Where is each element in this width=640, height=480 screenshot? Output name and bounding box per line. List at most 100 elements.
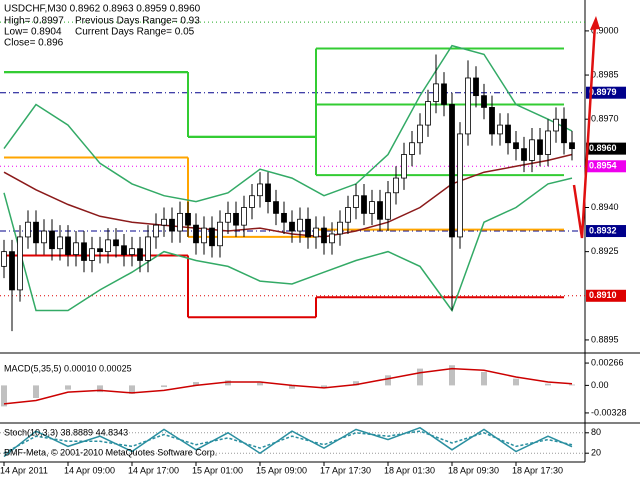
candle-body xyxy=(89,248,95,261)
macd-bar xyxy=(385,375,391,386)
candle-body xyxy=(257,183,263,197)
panel-label: Stoch(10,3,3) 38.8889 44.8343 xyxy=(4,427,128,437)
candle-body xyxy=(49,230,55,250)
candle-body xyxy=(281,212,287,223)
candle-body xyxy=(537,139,543,155)
candle-body xyxy=(265,183,271,203)
macd-bar xyxy=(65,385,71,390)
candle-body xyxy=(569,142,575,150)
price-tag xyxy=(586,142,626,155)
macd-bar xyxy=(161,385,167,388)
candle-body xyxy=(473,77,479,97)
candle-body xyxy=(225,212,231,223)
candle-body xyxy=(113,239,119,247)
candle-body xyxy=(249,195,255,208)
candle-body xyxy=(529,139,535,161)
candle-body xyxy=(217,221,223,247)
candle-body xyxy=(353,195,359,208)
y-tick-label: 0.8940 xyxy=(591,202,619,212)
candle-body xyxy=(41,230,47,244)
candle-body xyxy=(33,221,39,244)
candle-body xyxy=(369,201,375,214)
arrow-head xyxy=(590,16,600,30)
candle-body xyxy=(561,118,567,144)
candle-body xyxy=(105,239,111,253)
candle-body xyxy=(1,251,7,267)
candle-body xyxy=(97,248,103,253)
candle-body xyxy=(241,207,247,226)
candle-body xyxy=(465,77,471,135)
candle-body xyxy=(201,227,207,244)
macd-bar xyxy=(257,382,263,386)
stoch-signal xyxy=(3,430,573,454)
candle-body xyxy=(425,101,431,126)
y-tick-label: 0.8970 xyxy=(591,114,619,124)
info-text: High= 0.8997 xyxy=(4,16,64,27)
info-text: Current Days Range= 0.05 xyxy=(75,27,195,38)
y-tick-label: -0.00328 xyxy=(591,407,627,417)
candle-body xyxy=(521,148,527,161)
plot-layer: 0.9000 0.8985 0.8970 0.8940 0.8925 0.8895 0.89… xyxy=(0,21,627,475)
macd-bar xyxy=(449,365,455,386)
candle-body xyxy=(17,236,23,291)
candle-body xyxy=(121,245,127,255)
candle-body xyxy=(177,212,183,232)
candle-body xyxy=(441,83,447,105)
candle-body xyxy=(401,154,407,179)
candle-body xyxy=(193,224,199,244)
candle-body xyxy=(481,95,487,108)
macd-bar xyxy=(33,385,39,398)
arrow xyxy=(572,23,597,239)
x-tick-label: 15 Apr 09:00 xyxy=(256,465,307,475)
candle-body xyxy=(305,218,311,238)
macd-bar xyxy=(289,385,295,389)
candle-body xyxy=(505,124,511,144)
candle-body xyxy=(545,130,551,155)
candle-body xyxy=(161,218,167,226)
candle-body xyxy=(497,124,503,135)
info-text: Previous Days Range= 0.93 xyxy=(75,16,200,27)
candle-body xyxy=(361,195,367,214)
macd-bar xyxy=(97,385,103,393)
candle-body xyxy=(145,236,151,261)
panel-label: MACD(5,35,5) 0.00010 0.00025 xyxy=(4,363,132,373)
candle-body xyxy=(345,207,351,223)
macd-bar xyxy=(569,384,575,386)
candle-body xyxy=(377,201,383,220)
x-tick-label: 14 Apr 17:00 xyxy=(128,465,179,475)
candle-body xyxy=(329,233,335,244)
price-tag xyxy=(586,289,626,302)
price-tag xyxy=(586,160,626,173)
y-tick-label: 0.8985 xyxy=(591,69,619,79)
candle-body xyxy=(489,107,495,135)
macd-bar xyxy=(513,378,519,386)
macd-bar xyxy=(129,385,135,394)
candle-body xyxy=(57,236,63,250)
candle-body xyxy=(313,227,319,238)
candle-body xyxy=(337,221,343,235)
candle-body xyxy=(273,201,279,214)
x-tick-label: 18 Apr 09:30 xyxy=(448,465,499,475)
macd-signal xyxy=(3,367,573,405)
y-tick-label: 0.9000 xyxy=(591,25,619,35)
candle-body xyxy=(137,248,143,261)
candle-body xyxy=(297,218,303,232)
candle-body xyxy=(449,104,455,238)
candle-body xyxy=(73,242,79,255)
candle-body xyxy=(321,227,327,244)
macd-bar xyxy=(1,385,7,407)
candle-body xyxy=(457,133,463,238)
price-tag-label: 0.8932 xyxy=(589,225,617,235)
x-tick-label: 15 Apr 01:00 xyxy=(192,465,243,475)
x-tick-label: 18 Apr 17:30 xyxy=(512,465,563,475)
candle-body xyxy=(233,212,239,226)
price-tag-label: 0.8960 xyxy=(589,143,617,153)
macd-bar xyxy=(353,381,359,386)
y-tick-label: 0.8895 xyxy=(591,334,619,344)
candle-body xyxy=(129,248,135,255)
info-text: Low= 0.8904 xyxy=(4,27,62,38)
candle-body xyxy=(289,221,295,232)
y-tick-label: 20 xyxy=(591,448,601,458)
candle-body xyxy=(513,142,519,150)
